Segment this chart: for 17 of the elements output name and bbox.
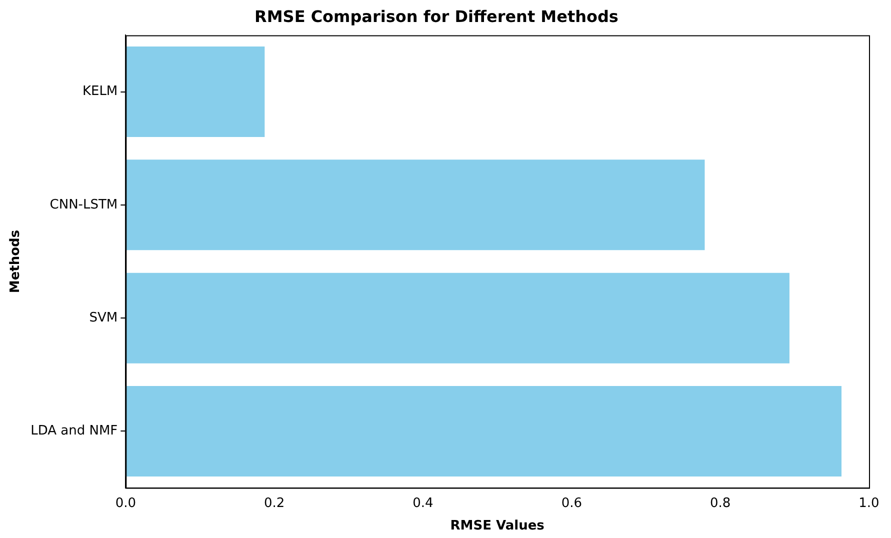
bar (126, 272, 790, 364)
x-tick-label: 1.0 (858, 496, 880, 511)
x-tick-label: 0.0 (115, 496, 136, 511)
x-tick-label: 0.8 (710, 496, 731, 511)
y-tick-label: CNN-LSTM (50, 197, 118, 212)
y-tick-label: LDA and NMF (30, 424, 118, 439)
y-axis-title: Methods (8, 230, 24, 294)
y-tick-label: KELM (82, 84, 118, 100)
bar (126, 46, 265, 138)
y-tick-label: SVM (89, 310, 118, 326)
x-tick-label: 0.2 (264, 496, 285, 511)
x-tick-label: 0.6 (561, 496, 582, 511)
x-axis-title: RMSE Values (450, 518, 545, 534)
bar (126, 386, 842, 476)
x-tick-label: 0.4 (412, 496, 434, 511)
chart-title: RMSE Comparison for Different Methods (254, 6, 618, 26)
bar (126, 160, 705, 250)
